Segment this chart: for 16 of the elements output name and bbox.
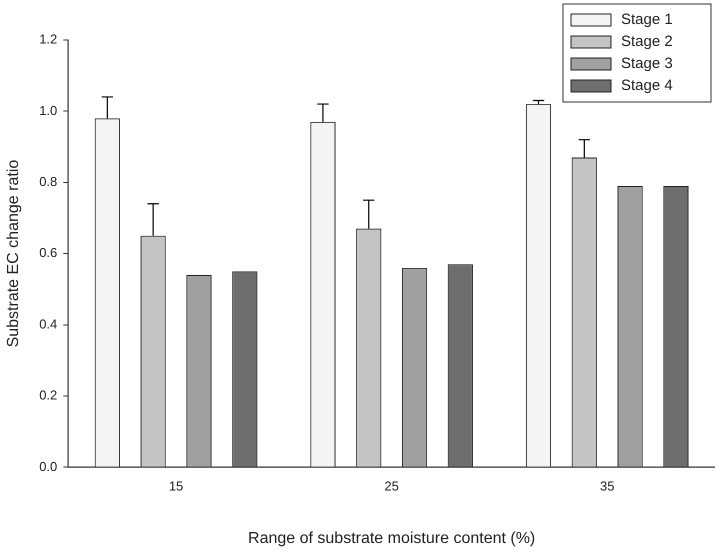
- x-tick-label: 35: [600, 478, 614, 494]
- y-tick-label: 1.0: [39, 102, 58, 118]
- legend-label: Stage 1: [621, 11, 673, 28]
- y-tick-label: 0.4: [39, 316, 58, 332]
- y-axis-title: Substrate EC change ratio: [5, 160, 22, 348]
- y-tick-label: 0.0: [39, 458, 58, 474]
- x-tick-label: 25: [384, 478, 399, 494]
- x-axis-title: Range of substrate moisture content (%): [248, 530, 536, 547]
- legend-label: Stage 4: [621, 77, 673, 94]
- legend-label: Stage 3: [621, 55, 673, 72]
- y-tick-label: 0.8: [39, 174, 58, 189]
- y-tick-label: 1.2: [39, 32, 58, 47]
- x-tick-label: 15: [168, 478, 184, 494]
- legend-label: Stage 2: [621, 33, 673, 50]
- y-tick-label: 0.6: [39, 245, 58, 260]
- y-tick-label: 0.2: [39, 388, 58, 403]
